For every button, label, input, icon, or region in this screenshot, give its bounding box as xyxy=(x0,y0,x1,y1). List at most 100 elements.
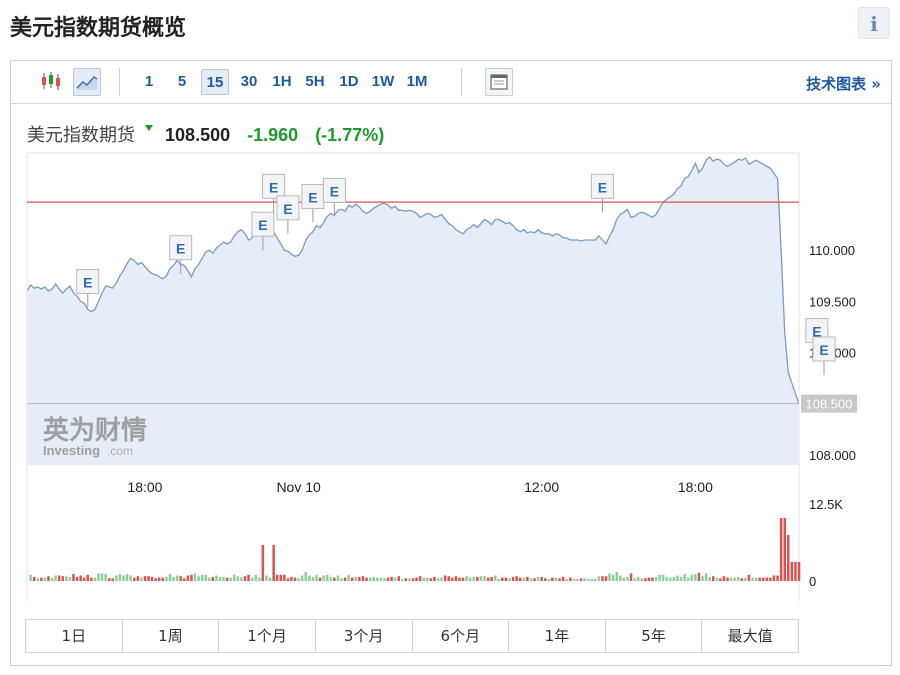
price-tick-label: 108.000 xyxy=(809,448,856,463)
volume-bar xyxy=(29,575,32,581)
volume-bar xyxy=(691,575,694,581)
volume-bar xyxy=(587,579,590,581)
volume-bar xyxy=(440,578,443,581)
volume-bar xyxy=(630,573,633,581)
volume-bar xyxy=(494,576,497,582)
volume-bar xyxy=(79,576,82,582)
volume-bar xyxy=(129,576,132,582)
volume-bar xyxy=(573,579,576,581)
volume-bar xyxy=(90,578,93,581)
volume-bar xyxy=(583,578,586,581)
price-chart[interactable]: 108.500108.000109.000109.500110.00018:00… xyxy=(11,61,891,665)
volume-bar xyxy=(705,573,708,581)
volume-bar xyxy=(733,578,736,581)
volume-bar xyxy=(780,518,783,581)
volume-bar xyxy=(265,576,268,582)
volume-bar xyxy=(648,578,651,581)
volume-bar xyxy=(658,575,661,581)
volume-bar xyxy=(626,577,629,581)
event-marker-label: E xyxy=(308,190,317,206)
range-1w[interactable]: 1周 xyxy=(123,620,220,652)
time-tick-label: Nov 10 xyxy=(276,479,321,495)
volume-bar xyxy=(744,578,747,581)
time-tick-label: 18:00 xyxy=(678,479,713,495)
volume-bar xyxy=(176,576,179,582)
volume-bar xyxy=(655,577,658,581)
volume-bar xyxy=(165,577,168,581)
volume-bar xyxy=(548,579,551,581)
volume-bar xyxy=(230,578,233,581)
volume-bar xyxy=(94,578,97,581)
volume-bar xyxy=(519,578,522,581)
volume-bar xyxy=(523,578,526,581)
volume-bar xyxy=(101,573,104,581)
volume-bar xyxy=(112,578,115,581)
volume-bar xyxy=(716,578,719,581)
volume-bar xyxy=(480,576,483,581)
price-tick-label: 109.500 xyxy=(809,294,856,309)
volume-bar xyxy=(169,574,172,581)
volume-bar xyxy=(240,578,243,581)
volume-bar xyxy=(708,577,711,581)
volume-bar xyxy=(680,577,683,581)
volume-bar xyxy=(133,578,136,581)
volume-bar xyxy=(641,578,644,581)
volume-bar xyxy=(219,577,222,581)
volume-bar xyxy=(380,578,383,581)
volume-bar xyxy=(515,576,518,581)
range-max[interactable]: 最大值 xyxy=(702,620,798,652)
volume-bar xyxy=(247,575,250,581)
volume-bar xyxy=(376,578,379,581)
volume-bar xyxy=(594,579,597,581)
volume-bar xyxy=(698,573,701,581)
volume-bar xyxy=(762,578,765,581)
volume-zero-label: 0 xyxy=(809,574,816,589)
volume-bar xyxy=(179,576,182,581)
volume-bar xyxy=(387,578,390,581)
volume-bar xyxy=(301,576,304,582)
range-1d[interactable]: 1日 xyxy=(26,620,123,652)
volume-bar xyxy=(512,577,515,581)
volume-bar xyxy=(544,578,547,581)
volume-bar xyxy=(283,575,286,581)
volume-bar xyxy=(394,578,397,581)
volume-bar xyxy=(272,545,275,581)
event-marker-label: E xyxy=(598,179,607,195)
volume-bar xyxy=(601,576,604,581)
volume-bar xyxy=(612,575,615,581)
range-6m[interactable]: 6个月 xyxy=(413,620,510,652)
volume-bar xyxy=(408,578,411,581)
volume-bar xyxy=(651,578,654,581)
volume-bar xyxy=(505,578,508,581)
volume-bar xyxy=(669,578,672,581)
range-1m[interactable]: 1个月 xyxy=(219,620,316,652)
volume-bar xyxy=(666,577,669,581)
range-3m[interactable]: 3个月 xyxy=(316,620,413,652)
event-marker-label: E xyxy=(83,274,92,290)
info-icon[interactable]: i xyxy=(858,7,890,39)
volume-bar xyxy=(44,578,47,581)
range-1y[interactable]: 1年 xyxy=(509,620,606,652)
volume-bar xyxy=(172,577,175,581)
volume-bar xyxy=(119,574,122,581)
volume-bar xyxy=(551,578,554,581)
volume-bar xyxy=(115,576,118,582)
volume-bar xyxy=(87,575,90,581)
volume-bar xyxy=(369,578,372,581)
event-marker-label: E xyxy=(330,183,339,199)
volume-bar xyxy=(623,578,626,581)
range-5y[interactable]: 5年 xyxy=(606,620,703,652)
volume-bar xyxy=(226,578,229,581)
volume-bar xyxy=(144,576,147,581)
volume-bar xyxy=(465,576,468,581)
volume-bar xyxy=(591,579,594,581)
volume-bar xyxy=(365,578,368,581)
volume-bar xyxy=(355,577,358,581)
volume-bar xyxy=(58,576,61,582)
volume-bar xyxy=(451,578,454,581)
volume-bar xyxy=(444,576,447,582)
volume-bar xyxy=(326,575,329,581)
volume-bar xyxy=(751,578,754,581)
volume-bar xyxy=(237,576,240,581)
volume-bar xyxy=(201,575,204,581)
